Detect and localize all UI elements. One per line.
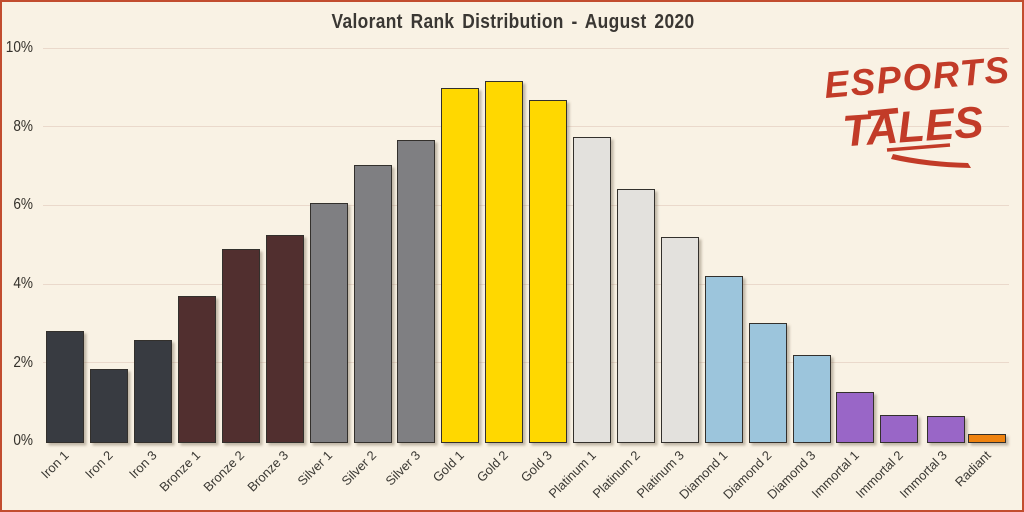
svg-text:ESPORTS: ESPORTS xyxy=(823,49,1013,106)
